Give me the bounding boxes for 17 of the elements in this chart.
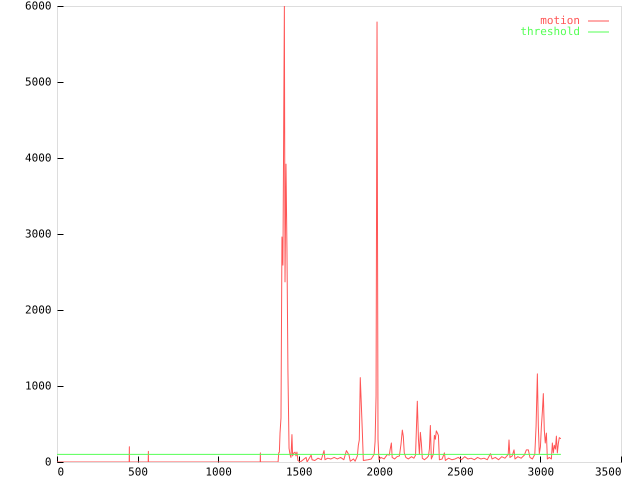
legend-label: motion	[540, 14, 580, 27]
y-tick-label: 0	[44, 456, 52, 468]
x-tick-label: 2500	[447, 466, 474, 478]
x-tick-label: 2000	[366, 466, 394, 478]
y-tick-label: 2000	[25, 304, 52, 316]
y-tick-label: 4000	[25, 152, 52, 164]
y-tick-label: 3000	[25, 228, 52, 240]
x-tick-label: 1000	[205, 466, 232, 478]
y-tick-label: 1000	[25, 380, 52, 392]
x-tick-label: 500	[128, 466, 148, 478]
y-tick-label: 5000	[25, 76, 52, 88]
x-tick-label: 0	[58, 466, 64, 478]
x-tick-label: 1500	[286, 466, 312, 478]
x-tick-label: 3500	[595, 466, 622, 478]
x-tick-label: 3000	[528, 466, 554, 478]
y-tick-label: 6000	[25, 0, 52, 12]
legend-label: threshold	[520, 25, 580, 38]
